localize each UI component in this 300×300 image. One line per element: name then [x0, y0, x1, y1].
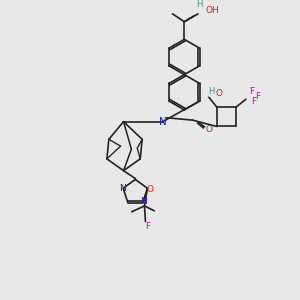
- Text: N: N: [119, 184, 126, 193]
- Text: F: F: [255, 92, 260, 101]
- Text: N: N: [140, 197, 147, 206]
- Text: O: O: [206, 125, 213, 134]
- Text: O: O: [216, 89, 223, 98]
- Text: F: F: [251, 97, 256, 106]
- Text: N: N: [159, 117, 166, 127]
- Text: H: H: [196, 0, 202, 9]
- Text: F: F: [145, 222, 150, 231]
- Text: F: F: [249, 87, 254, 96]
- Text: H: H: [208, 87, 214, 96]
- Text: O: O: [147, 185, 154, 194]
- Text: OH: OH: [206, 6, 220, 15]
